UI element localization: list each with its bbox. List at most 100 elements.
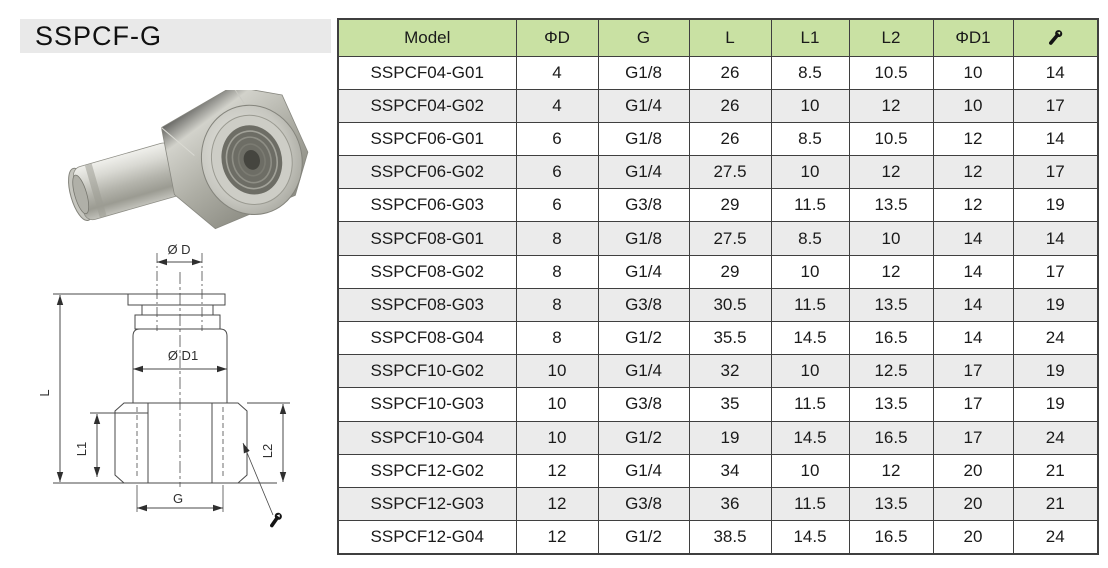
value-cell: G1/4 (597, 155, 690, 190)
value-cell: 10 (770, 453, 850, 488)
value-cell: G1/4 (597, 88, 690, 123)
value-cell: G3/8 (597, 287, 690, 323)
value-cell: 8.5 (770, 221, 850, 256)
dim-label-l: L (37, 389, 52, 396)
table-row: SSPCF04-G02 4 G1/4 26 10 12 10 17 (337, 88, 1099, 123)
value-cell: 21 (1012, 453, 1099, 488)
dim-label-g: G (173, 491, 183, 506)
value-cell: G1/8 (597, 55, 690, 90)
value-cell: 8.5 (770, 55, 850, 90)
value-cell: 11.5 (770, 387, 850, 422)
value-cell: 34 (688, 453, 772, 488)
value-cell: 32 (688, 354, 772, 389)
value-cell: 26 (688, 121, 772, 157)
value-cell: 13.5 (848, 387, 934, 422)
model-cell: SSPCF06-G03 (337, 188, 517, 223)
value-cell: 12 (848, 88, 934, 123)
value-cell: 17 (1012, 254, 1099, 289)
value-cell: 10.5 (848, 121, 934, 157)
value-cell: 6 (515, 188, 599, 223)
table-row: SSPCF12-G04 12 G1/2 38.5 14.5 16.5 20 24 (337, 520, 1099, 555)
value-cell: 10 (770, 354, 850, 389)
table-row: SSPCF10-G02 10 G1/4 32 10 12.5 17 19 (337, 354, 1099, 389)
value-cell: 13.5 (848, 188, 934, 223)
model-cell: SSPCF12-G02 (337, 453, 517, 488)
value-cell: G1/4 (597, 354, 690, 389)
value-cell: 12 (848, 453, 934, 488)
value-cell: 10 (770, 88, 850, 123)
value-cell: 4 (515, 55, 599, 90)
table-row: SSPCF10-G04 10 G1/2 19 14.5 16.5 17 24 (337, 420, 1099, 455)
value-cell: G1/2 (597, 320, 690, 356)
fitting-photo-illustration (68, 85, 309, 230)
model-cell: SSPCF04-G01 (337, 55, 517, 90)
col-header-g: G (597, 18, 690, 57)
value-cell: 10 (515, 420, 599, 455)
value-cell: 19 (1012, 387, 1099, 422)
value-cell: 12 (515, 453, 599, 488)
value-cell: 19 (1012, 354, 1099, 389)
series-title-bar: SSPCF-G (20, 19, 331, 53)
value-cell: 20 (932, 486, 1014, 522)
wrench-icon (1049, 29, 1063, 45)
col-header-phi-d: ΦD (515, 18, 599, 57)
value-cell: 4 (515, 88, 599, 123)
value-cell: 27.5 (688, 155, 772, 190)
value-cell: 16.5 (848, 420, 934, 455)
dim-label-d: Ø D (167, 242, 190, 257)
value-cell: 35.5 (688, 320, 772, 356)
value-cell: 8 (515, 221, 599, 256)
value-cell: 17 (932, 420, 1014, 455)
model-cell: SSPCF10-G04 (337, 420, 517, 455)
value-cell: 24 (1012, 420, 1099, 455)
value-cell: 13.5 (848, 486, 934, 522)
value-cell: 27.5 (688, 221, 772, 256)
technical-drawing: Ø D Ø D1 L L1 L2 G (25, 235, 325, 565)
value-cell: 24 (1012, 520, 1099, 555)
model-cell: SSPCF06-G01 (337, 121, 517, 157)
value-cell: 24 (1012, 320, 1099, 356)
value-cell: 17 (932, 354, 1014, 389)
value-cell: 20 (932, 453, 1014, 488)
value-cell: 14.5 (770, 420, 850, 455)
value-cell: 14 (1012, 221, 1099, 256)
col-header-l1: L1 (770, 18, 850, 57)
value-cell: 14.5 (770, 320, 850, 356)
model-cell: SSPCF10-G03 (337, 387, 517, 422)
spec-table: Model ΦD G L L1 L2 ΦD1 SSPCF04-G01 4 G1/8 2… (337, 18, 1099, 555)
table-row: SSPCF06-G01 6 G1/8 26 8.5 10.5 12 14 (337, 121, 1099, 157)
value-cell: 8 (515, 287, 599, 323)
table-row: SSPCF06-G02 6 G1/4 27.5 10 12 12 17 (337, 155, 1099, 190)
value-cell: G3/8 (597, 486, 690, 522)
product-photo (55, 85, 320, 242)
value-cell: 8 (515, 320, 599, 356)
value-cell: 10 (848, 221, 934, 256)
value-cell: 36 (688, 486, 772, 522)
dim-label-l1: L1 (74, 442, 89, 456)
value-cell: 17 (932, 387, 1014, 422)
model-cell: SSPCF12-G04 (337, 520, 517, 555)
value-cell: 14 (932, 287, 1014, 323)
model-cell: SSPCF08-G03 (337, 287, 517, 323)
value-cell: 14 (932, 320, 1014, 356)
value-cell: 29 (688, 254, 772, 289)
table-row: SSPCF12-G02 12 G1/4 34 10 12 20 21 (337, 453, 1099, 488)
value-cell: 30.5 (688, 287, 772, 323)
value-cell: 14 (932, 221, 1014, 256)
value-cell: 19 (1012, 287, 1099, 323)
table-row: SSPCF08-G03 8 G3/8 30.5 11.5 13.5 14 19 (337, 287, 1099, 323)
value-cell: 10.5 (848, 55, 934, 90)
value-cell: 14 (1012, 121, 1099, 157)
value-cell: 6 (515, 121, 599, 157)
dimension-drawing: Ø D Ø D1 L L1 L2 G (37, 242, 290, 528)
value-cell: 14.5 (770, 520, 850, 555)
value-cell: 38.5 (688, 520, 772, 555)
value-cell: 17 (1012, 88, 1099, 123)
value-cell: 12 (515, 486, 599, 522)
value-cell: 11.5 (770, 287, 850, 323)
model-cell: SSPCF06-G02 (337, 155, 517, 190)
table-row: SSPCF12-G03 12 G3/8 36 11.5 13.5 20 21 (337, 486, 1099, 522)
value-cell: 10 (932, 88, 1014, 123)
table-row: SSPCF08-G02 8 G1/4 29 10 12 14 17 (337, 254, 1099, 289)
value-cell: 11.5 (770, 486, 850, 522)
